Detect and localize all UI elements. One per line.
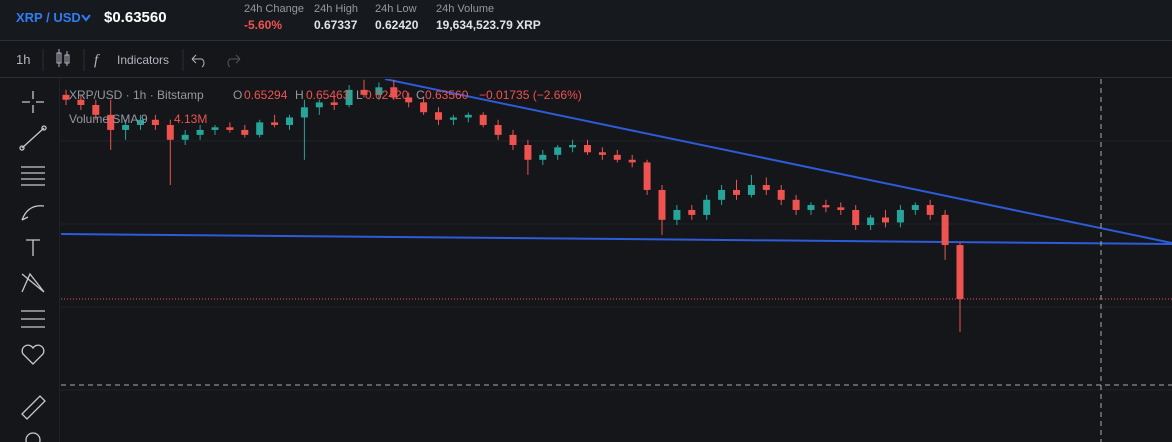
legend-label: L — [356, 88, 363, 102]
toolbar-icons: f — [42, 49, 241, 71]
candle-body — [554, 147, 562, 155]
candle-body — [62, 94, 70, 100]
legend-value: 0.65463 — [306, 88, 350, 102]
legend-value: 0.62420 — [365, 88, 409, 102]
candle-body — [122, 125, 130, 130]
stat-label: 24h Change — [244, 3, 304, 15]
candle-body — [390, 87, 398, 98]
candle-body — [315, 102, 323, 108]
volume-value: 4.13M — [174, 112, 207, 126]
candle-body — [673, 209, 681, 220]
toolbar: 1h f Indicators — [0, 40, 1172, 78]
candle-body — [718, 189, 726, 200]
candle-body — [509, 134, 517, 146]
stat-value: 0.62420 — [375, 18, 419, 32]
candle-body — [107, 114, 115, 130]
candle-body — [77, 99, 85, 105]
candle-body — [733, 189, 740, 195]
candle-body — [792, 199, 800, 210]
legend-label: H — [295, 88, 304, 102]
candle-body — [166, 125, 174, 140]
candle-body — [867, 217, 875, 226]
candle-body — [479, 114, 487, 125]
candle-body — [584, 145, 591, 153]
trendline — [384, 79, 1172, 244]
candle-body — [837, 207, 845, 210]
candle-body — [777, 189, 785, 200]
candle-body — [360, 89, 368, 95]
candle-body — [494, 125, 502, 135]
candle-body — [92, 104, 100, 115]
legend-value: 0.63560 — [425, 88, 469, 102]
candle-body — [271, 122, 279, 125]
legend-value: 0.65294 — [244, 88, 288, 102]
indicators-button[interactable]: Indicators — [117, 53, 170, 67]
candle-body — [703, 199, 711, 215]
candle-body — [762, 185, 770, 190]
svg-text:f: f — [94, 52, 100, 68]
stat-value: 19,634,523.79 XRP — [436, 18, 541, 32]
candle-body — [137, 119, 144, 125]
candle-body — [926, 205, 934, 215]
legend-label: O — [233, 88, 242, 102]
legend-symbol: XRP/USD · 1h · Bitstamp — [69, 88, 204, 102]
stat-label: 24h Low — [375, 3, 417, 15]
candle-body — [628, 159, 636, 163]
candle-body — [241, 129, 249, 135]
candle-body — [539, 154, 547, 160]
candle-body — [822, 205, 830, 208]
candle-body — [524, 145, 532, 160]
candle-body — [941, 214, 949, 246]
candle-body — [882, 217, 889, 223]
drawing-tools — [0, 78, 60, 442]
candle-body — [688, 209, 696, 215]
candle-body — [256, 122, 264, 135]
candle-body — [300, 107, 308, 118]
candle-body — [345, 89, 353, 105]
legend-label: C — [416, 88, 425, 102]
candle-body — [896, 209, 904, 223]
chart: XRP/USD · 1h · Bitstamp O 0.65294 H 0.65… — [61, 79, 1172, 442]
candle-body — [598, 152, 606, 155]
candle-body — [569, 145, 577, 148]
candle-body — [181, 134, 189, 140]
candle-body — [405, 97, 413, 103]
stat-value: 0.67337 — [314, 18, 358, 32]
candle-body — [747, 185, 755, 195]
candle-body — [449, 117, 457, 120]
candle-body — [807, 205, 815, 210]
price: $0.63560 — [104, 9, 167, 26]
stat-value: -5.60% — [244, 18, 283, 32]
candle-body — [613, 154, 621, 160]
candle-body — [196, 129, 204, 135]
candle-body — [658, 189, 666, 220]
candle-body — [420, 102, 428, 113]
header: XRP / USD $0.63560 24h Change -5.60% 24h… — [0, 0, 1172, 40]
candle-body — [211, 127, 219, 130]
grid — [61, 140, 1172, 391]
legend-change: −0.01735 (−2.66%) — [479, 88, 582, 102]
candle-body — [286, 117, 293, 125]
candle-body — [911, 205, 919, 210]
trendline — [61, 233, 1172, 245]
volume-label: Volume SMA 9 — [69, 112, 148, 126]
candle-body — [226, 127, 234, 130]
interval-button[interactable]: 1h — [16, 52, 31, 67]
candle-body — [151, 119, 159, 125]
candle-body — [852, 209, 860, 226]
stat-label: 24h High — [314, 3, 359, 15]
dropdown-icon — [81, 14, 91, 22]
candle-body — [375, 87, 383, 95]
candle-body — [956, 245, 964, 299]
candle-body — [435, 112, 442, 120]
candle-body — [464, 114, 472, 118]
candle-body — [643, 162, 651, 190]
stat-label: 24h Volume — [436, 3, 495, 15]
candle-body — [330, 102, 338, 105]
pair-selector[interactable]: XRP / USD — [16, 10, 81, 25]
